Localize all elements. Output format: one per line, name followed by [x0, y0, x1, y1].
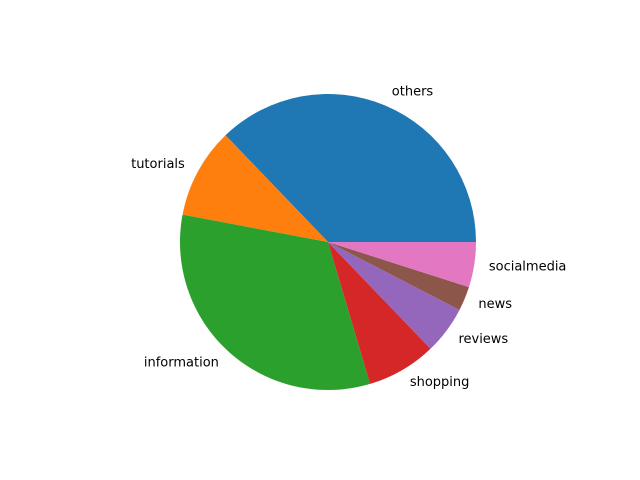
pie-slices [180, 94, 476, 391]
pie-slice-shopping [328, 242, 431, 384]
pie-label-tutorials: tutorials [131, 157, 185, 172]
pie-label-information: information [144, 355, 219, 370]
pie-slice-news [328, 242, 469, 310]
pie-label-news: news [478, 297, 512, 312]
pie-slice-socialmedia [328, 242, 476, 288]
pie-label-shopping: shopping [410, 375, 470, 390]
pie-label-reviews: reviews [458, 332, 508, 347]
pie-slice-tutorials [182, 135, 328, 242]
pie-slice-reviews [328, 242, 460, 349]
pie-label-others: others [392, 85, 434, 100]
pie-slice-information [180, 214, 371, 391]
pie-labels: others tutorials information shopping review… [131, 85, 566, 391]
pie-label-socialmedia: socialmedia [489, 260, 567, 275]
pie-slice-others [225, 94, 476, 242]
